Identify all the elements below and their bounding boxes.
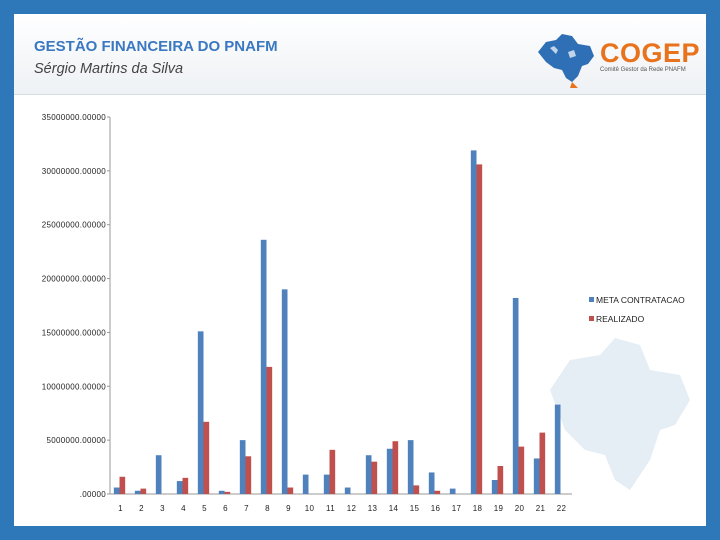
bar-realizado <box>119 476 126 494</box>
bar-realizado <box>329 449 336 494</box>
bar-realizado <box>539 432 546 494</box>
y-tick-label: .00000 <box>80 490 107 499</box>
bar-meta-contratacao <box>470 150 477 495</box>
x-tick-label: 16 <box>431 504 441 513</box>
x-tick-label: 6 <box>223 504 228 513</box>
bar-realizado <box>497 465 504 494</box>
bar-realizado <box>203 421 210 494</box>
bar-realizado <box>287 487 294 494</box>
x-tick-label: 4 <box>181 504 186 513</box>
bar-meta-contratacao <box>281 289 288 494</box>
legend-swatch <box>589 316 594 321</box>
bar-realizado <box>413 485 420 494</box>
bar-meta-contratacao <box>176 481 183 494</box>
bar-meta-contratacao <box>197 331 204 494</box>
x-tick-label: 15 <box>410 504 420 513</box>
bar-meta-contratacao <box>407 440 414 494</box>
bar-series <box>113 150 561 495</box>
x-tick-label: 11 <box>326 504 335 513</box>
bar-meta-contratacao <box>491 479 498 494</box>
bar-realizado <box>182 477 189 494</box>
y-tick-label: 15000000.00000 <box>42 328 107 337</box>
slide-background <box>14 14 706 526</box>
x-tick-label: 1 <box>118 504 123 513</box>
bar-meta-contratacao <box>428 472 435 494</box>
bar-realizado <box>518 446 525 494</box>
bar-realizado <box>266 366 273 494</box>
x-tick-label: 12 <box>347 504 357 513</box>
bar-meta-contratacao <box>512 297 519 494</box>
bar-realizado <box>371 461 378 494</box>
x-tick-label: 13 <box>368 504 378 513</box>
y-tick-label: 30000000.00000 <box>42 167 107 176</box>
bar-meta-contratacao <box>218 490 225 494</box>
bar-meta-contratacao <box>302 474 309 494</box>
brazil-map-logo-icon <box>538 34 594 88</box>
y-axis-ticks: 35000000.00000 30000000.00000 25000000.000… <box>42 113 110 499</box>
x-tick-label: 2 <box>139 504 144 513</box>
x-tick-label: 10 <box>305 504 315 513</box>
bar-realizado <box>245 456 252 494</box>
y-tick-label: 20000000.00000 <box>42 275 107 284</box>
bar-meta-contratacao <box>260 239 267 494</box>
x-tick-label: 7 <box>244 504 249 513</box>
x-tick-label: 17 <box>452 504 462 513</box>
bar-meta-contratacao <box>113 487 120 494</box>
bar-meta-contratacao <box>449 488 456 494</box>
legend-label: META CONTRATACAO <box>596 295 685 305</box>
legend-label: REALIZADO <box>596 314 645 324</box>
y-tick-label: 25000000.00000 <box>42 221 107 230</box>
bar-meta-contratacao <box>533 458 540 494</box>
chart-legend: META CONTRATACAO REALIZADO <box>589 295 685 324</box>
x-tick-label: 21 <box>536 504 546 513</box>
x-tick-label: 9 <box>286 504 291 513</box>
x-tick-label: 8 <box>265 504 270 513</box>
slide-subtitle: Sérgio Martins da Silva <box>34 61 184 77</box>
bar-realizado <box>434 490 441 494</box>
y-tick-label: 5000000.00000 <box>46 436 106 445</box>
y-tick-label: 10000000.00000 <box>42 382 107 391</box>
bar-meta-contratacao <box>239 440 246 494</box>
x-tick-label: 14 <box>389 504 399 513</box>
x-tick-label: 20 <box>515 504 525 513</box>
brazil-map-watermark-icon <box>550 338 690 490</box>
cogep-logo-subtext: Comitê Gestor da Rede PNAFM <box>600 67 686 73</box>
bar-meta-contratacao <box>386 448 393 494</box>
bar-realizado <box>224 491 231 494</box>
x-tick-label: 3 <box>160 504 165 513</box>
x-axis-ticks: 1 2 3 4 5 6 7 8 9 10 11 12 13 14 15 16 17 18 19 20 21 22 <box>118 504 566 513</box>
bar-meta-contratacao <box>344 487 351 494</box>
x-tick-label: 5 <box>202 504 207 513</box>
bar-realizado <box>392 441 399 494</box>
bar-realizado <box>476 164 483 494</box>
bar-meta-contratacao <box>323 474 330 494</box>
x-tick-label: 22 <box>557 504 567 513</box>
bar-realizado <box>140 488 147 494</box>
x-tick-label: 18 <box>473 504 483 513</box>
slide-title: GESTÃO FINANCEIRA DO PNAFM <box>34 38 278 55</box>
bar-meta-contratacao <box>155 455 162 494</box>
x-tick-label: 19 <box>494 504 504 513</box>
bar-meta-contratacao <box>134 490 141 494</box>
legend-swatch <box>589 297 594 302</box>
cogep-logo-text: COGEP <box>600 38 701 68</box>
bar-meta-contratacao <box>554 404 561 494</box>
bar-meta-contratacao <box>365 455 372 494</box>
y-tick-label: 35000000.00000 <box>42 113 107 122</box>
